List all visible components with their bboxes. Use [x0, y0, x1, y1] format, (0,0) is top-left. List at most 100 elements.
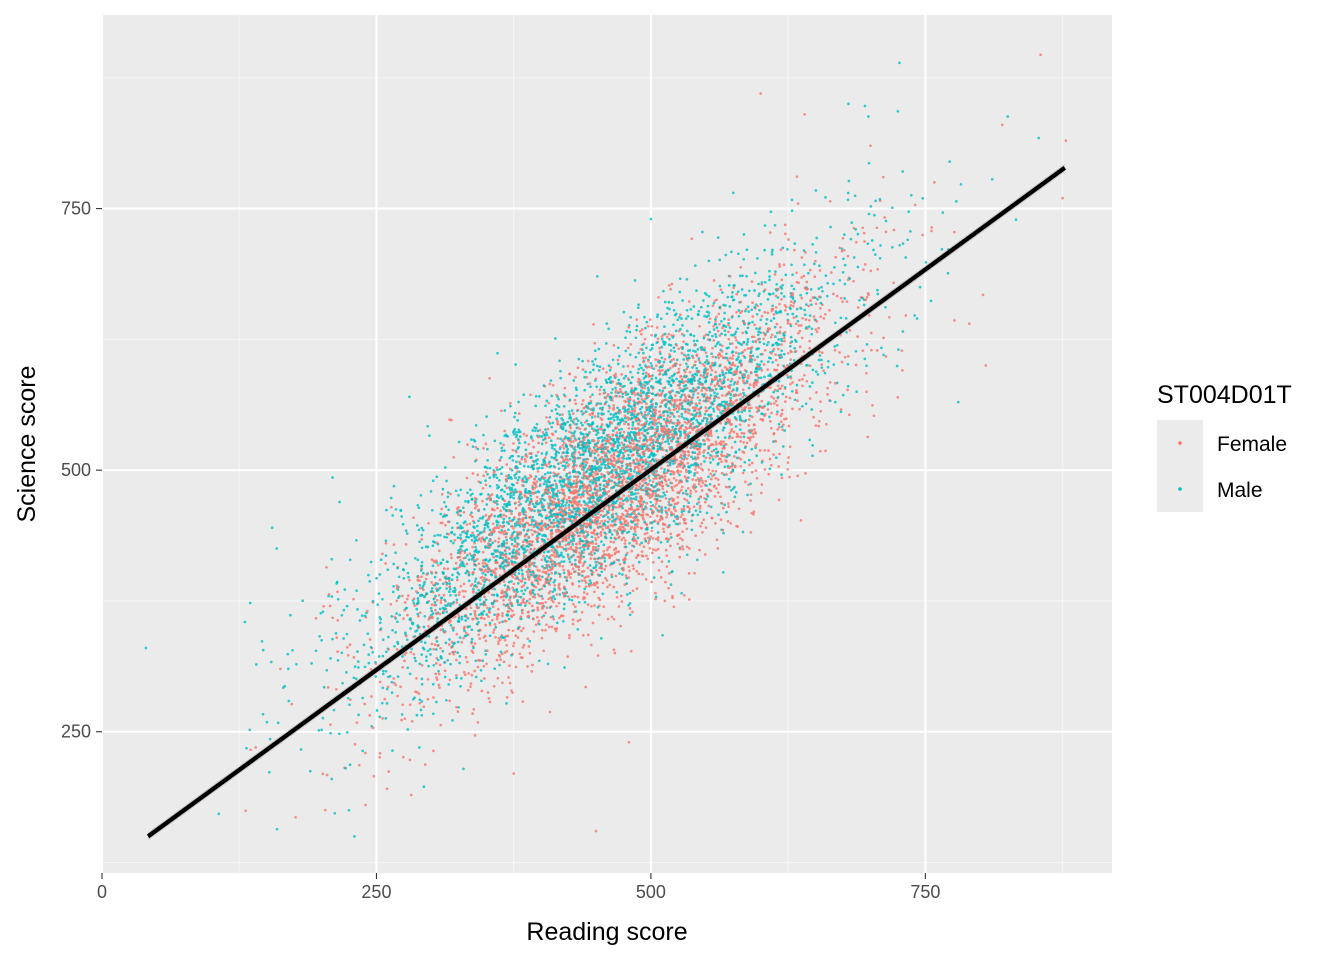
data-point-female	[493, 571, 497, 575]
data-point-male	[574, 386, 578, 390]
major-gridlines	[100, 15, 1112, 873]
data-point-female	[622, 517, 626, 521]
data-point-female	[417, 692, 421, 695]
data-point-female	[663, 357, 667, 361]
data-point-male	[547, 573, 551, 576]
data-point-female	[599, 530, 603, 534]
data-point-female	[589, 557, 593, 560]
data-point-female	[715, 315, 718, 319]
data-point-male	[270, 526, 274, 530]
data-point-female	[622, 405, 626, 409]
data-point-male	[650, 343, 654, 347]
data-point-male	[716, 436, 720, 439]
data-point-female	[678, 547, 682, 551]
data-point-male	[771, 343, 775, 347]
data-point-female	[684, 522, 688, 525]
data-point-female	[739, 435, 743, 439]
data-point-female	[495, 658, 499, 662]
data-point-female	[676, 491, 679, 494]
data-point-female	[728, 366, 732, 369]
data-point-male	[735, 456, 739, 460]
data-point-female	[641, 573, 644, 576]
data-point-male	[680, 591, 683, 595]
data-point-female	[499, 595, 503, 599]
data-point-female	[772, 432, 776, 436]
data-point-female	[687, 411, 690, 415]
data-point-male	[597, 544, 600, 548]
data-point-female	[833, 348, 837, 352]
data-point-female	[824, 449, 827, 453]
data-point-female	[661, 487, 665, 491]
data-point-male	[538, 484, 542, 488]
data-point-female	[244, 809, 248, 813]
data-point-female	[503, 651, 507, 654]
data-point-female	[760, 399, 764, 403]
data-point-female	[694, 534, 697, 537]
data-point-male	[616, 418, 619, 421]
data-point-male	[479, 603, 482, 606]
data-point-female	[772, 397, 776, 400]
data-point-male	[727, 361, 731, 364]
data-point-male	[404, 529, 408, 533]
data-point-female	[660, 481, 664, 485]
data-point-female	[668, 408, 672, 412]
data-point-female	[564, 543, 568, 547]
data-point-female	[612, 540, 616, 544]
data-point-female	[631, 409, 634, 413]
data-point-female	[600, 428, 603, 431]
data-point-female	[756, 338, 760, 341]
data-point-female	[438, 578, 442, 582]
data-point-female	[586, 504, 590, 508]
data-point-female	[436, 563, 440, 567]
data-point-male	[696, 313, 700, 316]
data-point-female	[627, 426, 631, 430]
data-point-male	[612, 419, 616, 422]
data-point-female	[612, 617, 616, 621]
data-point-female	[513, 516, 516, 519]
data-point-female	[543, 456, 547, 460]
data-point-male	[745, 343, 749, 346]
data-point-male	[691, 513, 695, 517]
data-point-male	[467, 573, 471, 577]
data-point-female	[383, 697, 387, 701]
data-point-female	[294, 815, 297, 819]
data-point-female	[433, 643, 437, 646]
data-point-female	[409, 793, 413, 797]
data-point-male	[772, 390, 775, 394]
data-point-female	[460, 640, 464, 644]
data-point-male	[569, 416, 573, 420]
data-point-female	[713, 384, 717, 388]
data-point-female	[784, 395, 788, 399]
data-point-male	[746, 326, 750, 330]
data-point-male	[642, 391, 645, 395]
data-point-female	[822, 369, 825, 373]
data-point-male	[517, 572, 521, 575]
data-point-male	[775, 331, 779, 335]
data-point-female	[434, 608, 437, 612]
data-point-female	[862, 268, 865, 272]
data-point-female	[803, 113, 806, 116]
data-point-female	[644, 578, 648, 581]
data-point-female	[1000, 123, 1004, 127]
data-point-male	[727, 284, 731, 287]
data-point-female	[561, 456, 564, 460]
data-point-female	[565, 498, 569, 502]
data-point-male	[879, 244, 882, 247]
data-point-male	[581, 412, 584, 416]
data-point-male	[614, 512, 618, 516]
data-point-male	[890, 206, 894, 210]
data-point-female	[604, 576, 607, 580]
data-point-male	[510, 580, 513, 583]
data-point-male	[633, 279, 637, 282]
data-point-male	[642, 377, 646, 380]
data-point-female	[521, 611, 524, 615]
data-point-female	[835, 294, 839, 298]
data-point-male	[390, 615, 394, 618]
data-point-female	[462, 595, 466, 599]
data-point-male	[765, 343, 769, 347]
data-point-male	[456, 651, 460, 655]
data-point-female	[440, 492, 444, 496]
data-point-male	[681, 324, 684, 327]
data-point-male	[568, 413, 571, 416]
